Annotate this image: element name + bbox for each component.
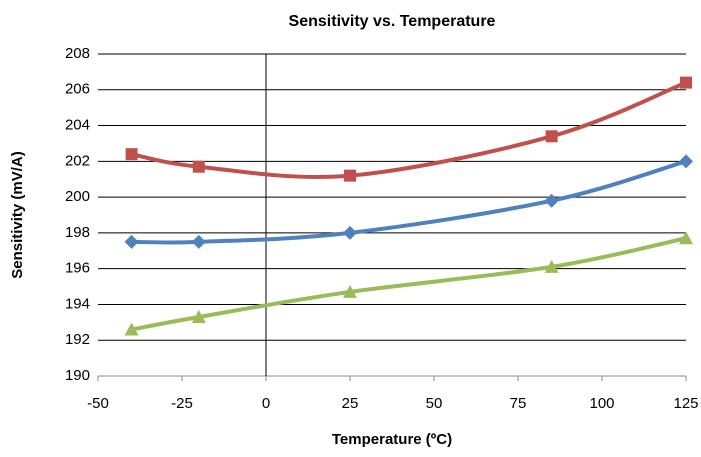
- x-tick-label: -25: [171, 395, 193, 412]
- x-tick-label: 75: [510, 395, 527, 412]
- marker: [191, 309, 206, 323]
- y-tick-label: 192: [65, 331, 90, 348]
- x-tick-label: 0: [262, 395, 270, 412]
- marker: [544, 259, 559, 273]
- marker: [545, 130, 558, 143]
- marker: [124, 322, 139, 336]
- marker: [343, 284, 357, 298]
- y-axis-title: Sensitivity (mV/A): [9, 151, 26, 279]
- y-tick-label: 202: [65, 152, 90, 169]
- series-line: [131, 159, 687, 245]
- marker: [125, 148, 138, 161]
- y-tick-label: 196: [65, 260, 90, 277]
- x-axis-title: Temperature (ºC): [332, 431, 452, 448]
- y-tick-label: 208: [65, 45, 90, 62]
- y-tick-label: 198: [65, 224, 90, 241]
- x-tick-label: 100: [589, 395, 614, 412]
- series-line: [131, 236, 687, 332]
- marker: [544, 193, 559, 208]
- marker: [679, 154, 693, 169]
- series-line: [131, 80, 687, 179]
- marker: [344, 169, 356, 182]
- x-tick-label: -50: [87, 395, 109, 412]
- y-tick-label: 194: [65, 295, 90, 312]
- y-tick-label: 206: [65, 81, 90, 98]
- x-tick-label: 50: [426, 395, 443, 412]
- y-tick-label: 200: [65, 188, 90, 205]
- x-tick-label: 125: [673, 395, 698, 412]
- marker: [343, 225, 357, 240]
- marker: [124, 234, 139, 249]
- x-tick-label: 25: [342, 395, 359, 412]
- marker: [680, 76, 692, 89]
- marker: [192, 160, 205, 173]
- y-tick-label: 190: [65, 367, 90, 384]
- y-tick-label: 204: [65, 117, 90, 134]
- marker: [191, 234, 206, 249]
- marker: [679, 231, 693, 245]
- chart-title: Sensitivity vs. Temperature: [289, 13, 496, 30]
